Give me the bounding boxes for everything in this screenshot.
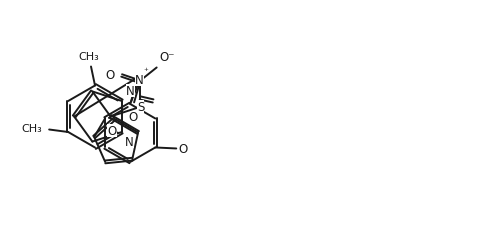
Text: O: O [179, 142, 188, 155]
Text: CH₃: CH₃ [21, 123, 42, 134]
Text: O: O [106, 69, 115, 82]
Text: S: S [137, 101, 144, 113]
Text: ⁺: ⁺ [144, 67, 148, 76]
Text: N: N [135, 74, 143, 87]
Text: O⁻: O⁻ [159, 51, 175, 64]
Text: O: O [128, 110, 137, 123]
Text: N: N [125, 135, 134, 148]
Text: N: N [126, 85, 135, 98]
Text: O: O [107, 124, 117, 137]
Text: CH₃: CH₃ [78, 51, 99, 61]
